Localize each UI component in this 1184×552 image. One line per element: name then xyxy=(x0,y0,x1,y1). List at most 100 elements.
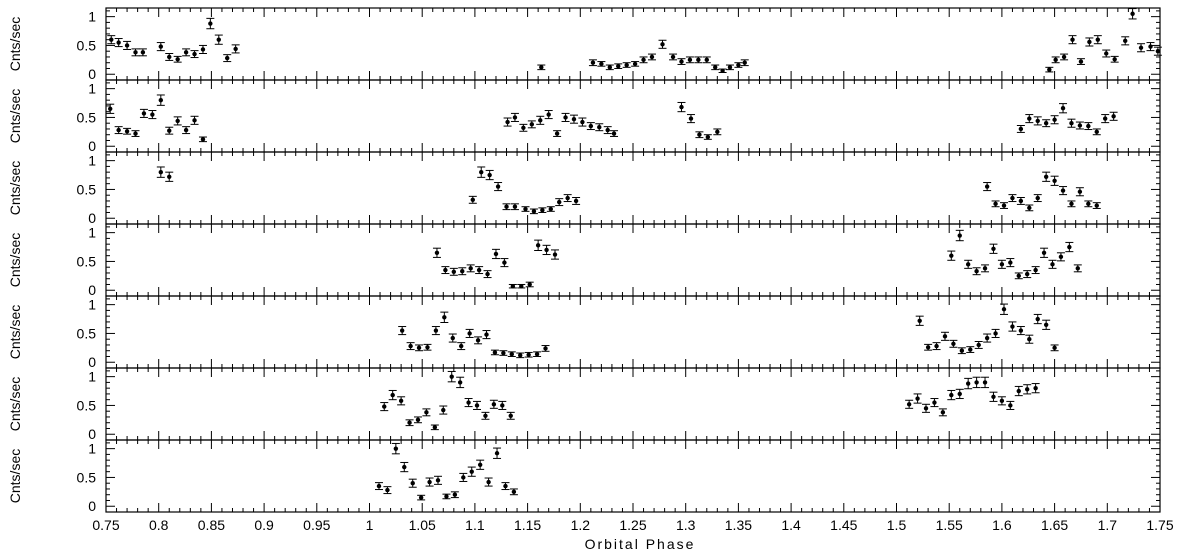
data-point xyxy=(498,400,507,410)
point-marker xyxy=(1130,11,1135,16)
data-point xyxy=(406,342,415,351)
point-marker xyxy=(1078,59,1084,64)
point-marker xyxy=(976,342,981,348)
point-marker xyxy=(984,184,990,189)
data-point xyxy=(413,416,422,424)
data-point xyxy=(974,341,983,349)
point-marker xyxy=(632,61,638,67)
point-marker xyxy=(991,394,996,399)
data-point xyxy=(459,472,468,482)
point-marker xyxy=(548,206,553,212)
y-axis-label: Cnts/sec xyxy=(7,377,23,431)
x-tick-labels: 0.75 0.8 0.85 0.9 0.95 1 1.05 1.1 1.15 1.2 1.25 1.3… xyxy=(92,517,1173,533)
point-marker xyxy=(1001,203,1007,208)
point-marker xyxy=(434,250,440,255)
data-point xyxy=(997,396,1006,406)
point-marker xyxy=(993,201,998,207)
data-point xyxy=(694,56,703,64)
data-point xyxy=(981,376,990,389)
point-marker xyxy=(469,469,474,474)
point-marker xyxy=(486,479,491,485)
data-point xyxy=(1033,194,1042,203)
data-point xyxy=(173,55,182,63)
data-point xyxy=(231,44,240,54)
y-axis-label: Cnts/sec xyxy=(7,161,23,215)
data-point xyxy=(658,39,667,49)
point-marker xyxy=(1050,262,1055,267)
data-point xyxy=(1068,35,1077,45)
data-point xyxy=(1050,175,1059,186)
data-point xyxy=(1073,264,1082,273)
point-marker xyxy=(529,122,535,127)
x-tick-label: 1.15 xyxy=(514,517,541,533)
data-point xyxy=(563,194,572,203)
data-point xyxy=(964,377,973,390)
data-point xyxy=(1045,66,1054,73)
point-marker xyxy=(1027,116,1032,121)
data-point xyxy=(1042,119,1051,128)
x-tick-label: 1.4 xyxy=(781,517,801,533)
data-point xyxy=(165,171,174,182)
data-point xyxy=(586,122,595,131)
y-tick-label: 0.5 xyxy=(77,325,97,341)
point-marker xyxy=(1052,178,1057,183)
point-marker xyxy=(491,402,497,407)
point-marker xyxy=(158,44,164,49)
data-point xyxy=(156,166,165,178)
panel-frame xyxy=(105,7,1161,81)
point-marker xyxy=(167,174,172,179)
data-point xyxy=(500,258,509,268)
y-axis-label: Cnts/sec xyxy=(7,17,23,71)
data-point xyxy=(544,110,553,120)
data-point xyxy=(1110,55,1119,63)
point-marker xyxy=(192,51,197,57)
data-point xyxy=(1093,35,1102,45)
data-point xyxy=(417,494,426,501)
point-marker xyxy=(571,116,577,122)
data-point xyxy=(949,339,958,348)
point-marker xyxy=(442,315,447,320)
y-tick-label: 0 xyxy=(88,66,96,82)
point-marker xyxy=(425,345,430,350)
data-point xyxy=(955,229,964,242)
point-marker xyxy=(225,55,230,61)
point-marker xyxy=(415,417,421,423)
data-point xyxy=(465,328,474,338)
point-marker xyxy=(543,346,548,351)
point-marker xyxy=(183,127,189,133)
data-point xyxy=(458,267,467,276)
point-marker xyxy=(599,61,604,67)
data-point xyxy=(1008,194,1017,203)
data-point xyxy=(1000,202,1009,209)
point-marker xyxy=(407,420,412,425)
data-point xyxy=(686,114,695,124)
data-point xyxy=(383,486,392,495)
data-point xyxy=(441,266,450,275)
y-tick-label: 1 xyxy=(88,153,96,169)
data-point xyxy=(527,120,536,129)
point-marker xyxy=(1027,337,1032,342)
point-marker xyxy=(167,128,172,133)
point-marker xyxy=(108,106,113,112)
data-point xyxy=(734,62,743,68)
point-marker xyxy=(957,233,962,238)
point-marker xyxy=(124,129,130,134)
point-marker xyxy=(534,351,540,357)
data-point xyxy=(440,311,449,323)
data-point xyxy=(569,114,578,124)
data-point xyxy=(595,123,604,132)
x-tick-label: 1.25 xyxy=(619,517,646,533)
data-point xyxy=(1153,46,1162,56)
point-marker xyxy=(624,62,629,68)
point-marker xyxy=(435,478,441,483)
data-point xyxy=(622,62,631,68)
data-point xyxy=(439,405,448,415)
y-tick-label: 0.5 xyxy=(77,397,97,413)
point-marker xyxy=(1112,57,1117,62)
point-marker xyxy=(923,406,929,411)
point-marker xyxy=(475,338,481,343)
x-tick-label: 1.65 xyxy=(1041,517,1068,533)
data-point xyxy=(1059,103,1068,114)
y-axis-label: Cnts/sec xyxy=(7,305,23,359)
point-marker xyxy=(1027,205,1032,211)
